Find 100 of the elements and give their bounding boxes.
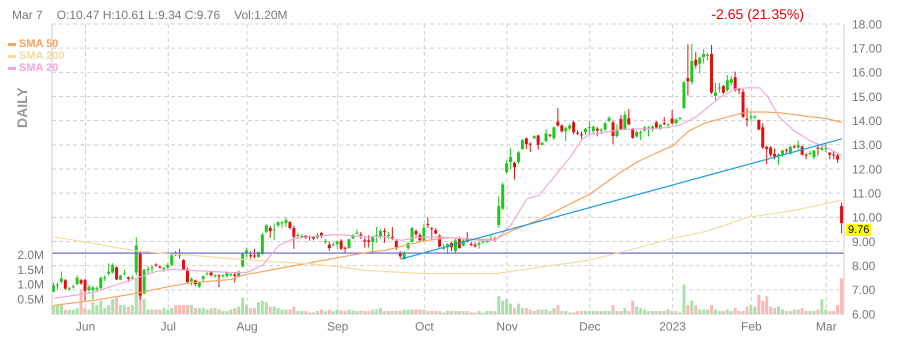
candlestick bbox=[836, 152, 840, 164]
candlestick bbox=[430, 226, 434, 240]
candlestick bbox=[382, 228, 386, 244]
bar bbox=[686, 305, 690, 314]
y-tick-label: 7.00 bbox=[852, 283, 876, 298]
bar bbox=[91, 302, 94, 314]
candlestick bbox=[233, 272, 236, 284]
y-tick-label: 10.00 bbox=[852, 210, 882, 225]
bar bbox=[320, 310, 323, 314]
candlestick bbox=[328, 241, 331, 252]
bar bbox=[706, 310, 710, 314]
bar bbox=[166, 310, 170, 314]
candlestick bbox=[698, 56, 702, 74]
bar bbox=[72, 310, 75, 314]
candlestick bbox=[745, 108, 748, 127]
candlestick bbox=[91, 286, 94, 300]
x-tick-label: 2023 bbox=[659, 320, 686, 334]
candlestick bbox=[340, 238, 343, 250]
candlestick bbox=[627, 108, 630, 126]
legend-label: SMA 20 bbox=[19, 62, 58, 74]
bar bbox=[111, 299, 114, 314]
bar bbox=[528, 310, 532, 314]
candlestick bbox=[509, 147, 512, 170]
candlestick bbox=[292, 225, 296, 250]
candlestick bbox=[631, 127, 634, 140]
candlestick bbox=[706, 52, 710, 61]
bar bbox=[734, 308, 737, 314]
x-tick-label: Mar bbox=[816, 320, 837, 334]
y2-tick-label: 1.0M bbox=[17, 278, 44, 292]
x-tick-label: Oct bbox=[415, 320, 434, 334]
bar bbox=[800, 308, 804, 314]
candlestick bbox=[690, 43, 694, 85]
candlestick bbox=[348, 238, 351, 250]
bar bbox=[276, 308, 280, 314]
bar bbox=[252, 308, 256, 314]
y-tick-label: 17.00 bbox=[852, 41, 882, 56]
text: DAILY bbox=[14, 87, 30, 128]
y-tick-label: 8.00 bbox=[852, 258, 876, 273]
bar bbox=[749, 305, 752, 314]
candlestick bbox=[426, 216, 430, 229]
bar bbox=[753, 306, 756, 314]
candlestick bbox=[107, 262, 110, 276]
candlestick bbox=[840, 202, 844, 234]
candlestick bbox=[670, 110, 674, 125]
bar bbox=[336, 310, 339, 314]
candlestick bbox=[528, 142, 532, 153]
x-tick-label: Nov bbox=[496, 320, 518, 334]
candlestick bbox=[56, 282, 59, 290]
candlestick bbox=[694, 52, 698, 69]
candlestick bbox=[544, 128, 548, 143]
candlestick bbox=[284, 217, 288, 228]
bar bbox=[643, 310, 646, 314]
bar bbox=[348, 310, 351, 314]
candlestick bbox=[115, 266, 118, 281]
candlestick bbox=[260, 232, 264, 256]
candlestick bbox=[588, 120, 591, 135]
bar bbox=[122, 305, 126, 314]
bar bbox=[260, 300, 264, 314]
text: -2.65 (21.35%) bbox=[711, 6, 804, 22]
bar bbox=[214, 308, 217, 314]
y-tick-label: 13.00 bbox=[852, 138, 882, 152]
bar bbox=[544, 310, 548, 314]
y-tick-label: 12.00 bbox=[852, 162, 882, 176]
candlestick bbox=[714, 82, 717, 102]
candlestick bbox=[217, 274, 220, 288]
candlestick bbox=[170, 253, 174, 266]
bar bbox=[422, 310, 426, 314]
bar bbox=[154, 310, 158, 314]
candlestick bbox=[773, 148, 776, 160]
candlestick bbox=[375, 226, 378, 244]
bar bbox=[186, 305, 189, 314]
candlestick bbox=[572, 120, 576, 135]
bar bbox=[229, 310, 232, 314]
bar bbox=[249, 308, 252, 314]
bar bbox=[410, 310, 414, 314]
candlestick bbox=[722, 84, 725, 95]
bar bbox=[757, 294, 760, 314]
candlestick bbox=[536, 134, 540, 150]
legend-label: SMA 50 bbox=[19, 38, 58, 50]
y-tick-label: 6.00 bbox=[852, 307, 876, 322]
bar bbox=[64, 310, 67, 314]
candlestick bbox=[367, 234, 370, 248]
bar bbox=[217, 310, 220, 314]
bar bbox=[284, 310, 288, 314]
bar bbox=[170, 308, 174, 314]
bar bbox=[780, 310, 784, 314]
bar bbox=[174, 305, 178, 314]
line-series bbox=[53, 199, 843, 274]
x-tick-label: Aug bbox=[236, 320, 258, 334]
y-tick-label: 9.00 bbox=[852, 234, 876, 249]
bar bbox=[816, 310, 820, 314]
candlestick bbox=[76, 274, 79, 286]
bar bbox=[690, 300, 694, 314]
x-tick-label: Dec bbox=[579, 320, 601, 334]
bar bbox=[773, 308, 776, 314]
candlestick bbox=[60, 270, 63, 284]
legend-label: SMA 200 bbox=[19, 50, 64, 62]
bar bbox=[612, 305, 615, 314]
bar bbox=[418, 310, 422, 314]
bar bbox=[256, 302, 260, 314]
